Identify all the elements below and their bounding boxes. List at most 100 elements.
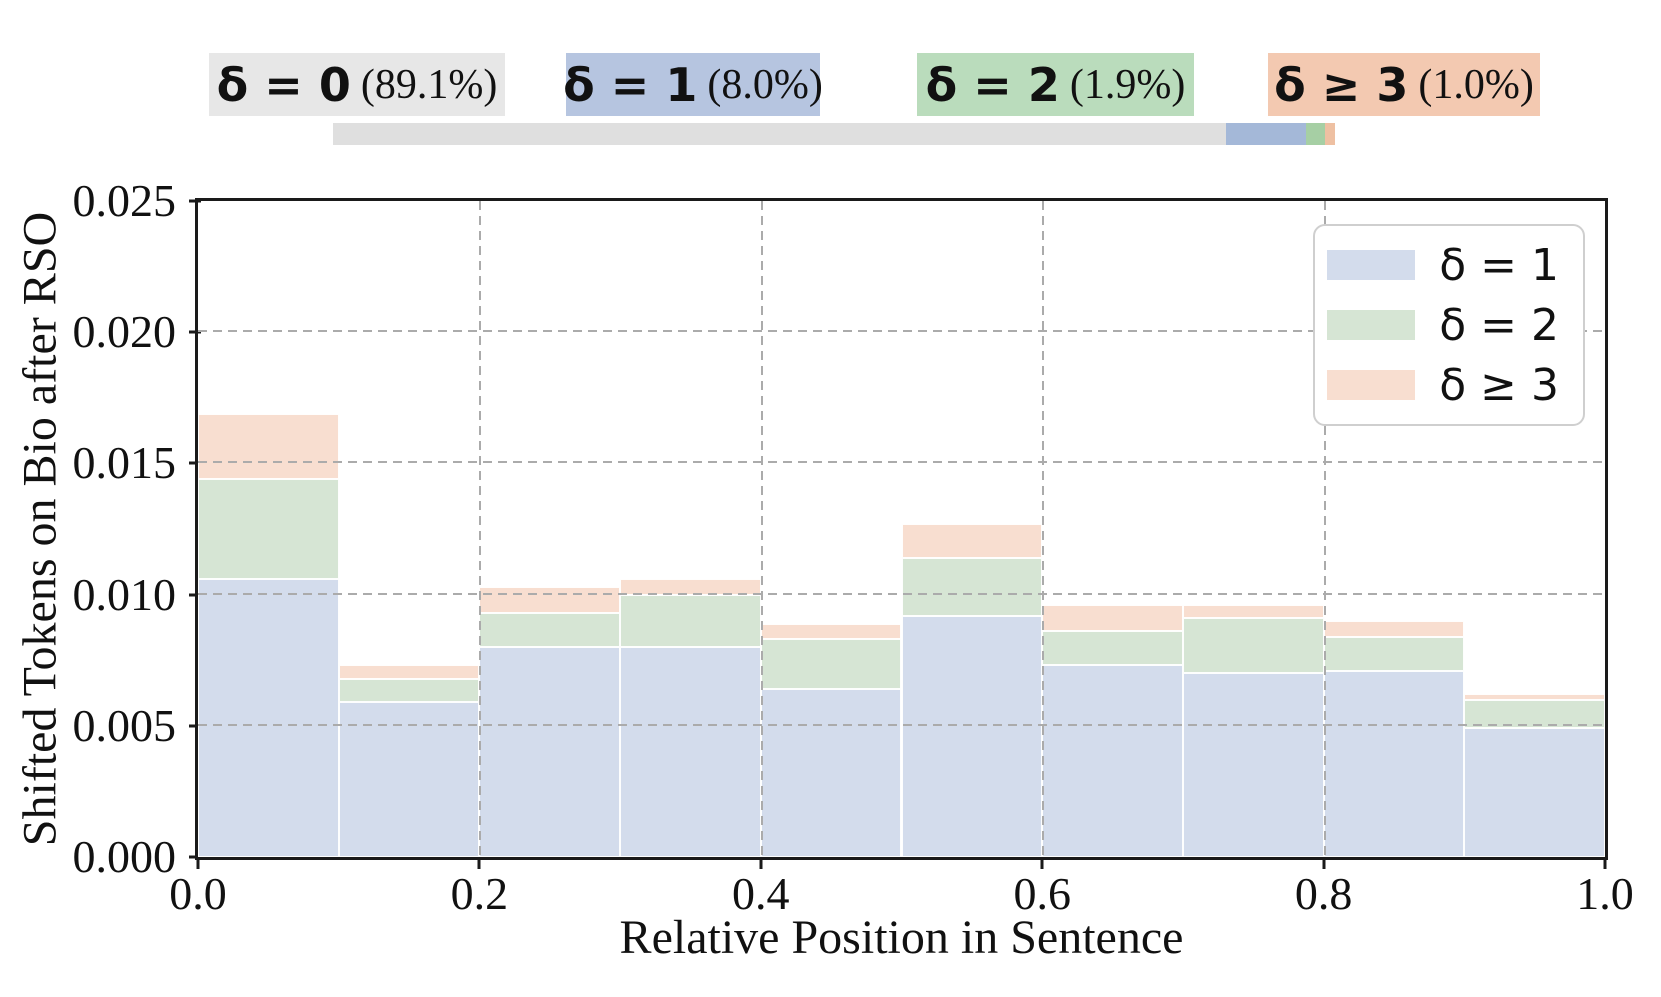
x-tick-mark <box>1603 857 1607 869</box>
bar-segment-delta1 <box>479 647 621 857</box>
legend-row: δ = 2 <box>1327 299 1559 351</box>
banner-chip: δ = 1 (8.0%) <box>563 53 823 116</box>
banner-chip-delta: δ = 0 <box>216 57 351 112</box>
gridline-horizontal <box>198 330 1605 333</box>
banner-chip-percent: (1.0%) <box>1418 61 1534 108</box>
x-tick-label: 0.8 <box>1294 868 1353 919</box>
x-tick-label: 0.0 <box>169 868 227 919</box>
bar-segment-delta3 <box>1182 605 1324 619</box>
x-tick-mark <box>1322 857 1326 869</box>
gridline-horizontal <box>198 592 1605 595</box>
gridline-vertical <box>479 201 482 857</box>
bar-segment-delta3 <box>198 413 339 480</box>
bar-segment-delta1 <box>620 647 761 857</box>
x-tick-label: 1.0 <box>1576 868 1634 919</box>
x-tick-mark <box>1040 857 1044 869</box>
bar-segment-delta1 <box>338 702 480 857</box>
bar-segment-delta3 <box>901 523 1043 558</box>
y-tick-label: 0.000 <box>72 831 177 882</box>
x-tick-mark <box>477 857 481 869</box>
bar-segment-delta1 <box>760 689 902 857</box>
bar-segment-delta3 <box>479 586 621 613</box>
banner-chip: δ = 0 (89.1%) <box>209 53 505 116</box>
bar-segment-delta3 <box>1042 605 1183 632</box>
x-tick-label: 0.2 <box>450 868 509 919</box>
bar-segment-delta3 <box>1323 620 1465 637</box>
x-tick-mark <box>759 857 763 869</box>
histogram-bar <box>1182 201 1324 857</box>
proportion-segment <box>1225 123 1306 145</box>
legend-label: δ ≥ 3 <box>1439 359 1559 411</box>
legend-swatch <box>1327 250 1416 280</box>
x-tick-mark <box>196 857 200 869</box>
histogram-bar <box>198 201 339 857</box>
y-axis-ticks: 0.000 0.005 0.010 0.015 0.020 0.025 <box>0 178 201 880</box>
banner-chip-delta: δ = 2 <box>925 57 1060 112</box>
x-axis-title: Relative Position in Sentence <box>619 911 1184 964</box>
y-tick-label: 0.010 <box>72 568 177 620</box>
y-tick-label: 0.015 <box>72 437 177 489</box>
y-tick-mark <box>189 593 201 597</box>
bar-segment-delta2 <box>1323 636 1465 671</box>
gridline-vertical <box>1042 201 1045 857</box>
bar-segment-delta1 <box>1323 670 1465 857</box>
bar-segment-delta2 <box>1042 631 1183 666</box>
y-tick-mark <box>189 855 201 859</box>
legend: δ = 1 δ = 2 δ ≥ 3 <box>1313 224 1585 426</box>
histogram-bar <box>620 201 761 857</box>
histogram-bar <box>901 201 1043 857</box>
bar-segment-delta2 <box>479 612 621 648</box>
histogram-bar <box>479 201 621 857</box>
bar-segment-delta2 <box>198 479 339 579</box>
banner-chip-percent: (1.9%) <box>1069 61 1186 108</box>
gridline-vertical <box>760 201 763 857</box>
bar-segment-delta2 <box>620 594 761 648</box>
histogram-bar <box>1464 201 1605 857</box>
proportion-segment <box>333 123 1226 145</box>
x-tick-label: 0.4 <box>732 868 790 919</box>
banner-chip-delta: δ = 1 <box>563 57 698 112</box>
bar-segment-delta2 <box>1464 699 1605 729</box>
histogram-bar <box>338 201 480 857</box>
gridline-vertical <box>1323 201 1326 857</box>
y-tick-label: 0.005 <box>72 699 177 751</box>
bar-segment-delta1 <box>1042 665 1183 857</box>
histogram-bar <box>760 201 902 857</box>
y-tick-mark <box>189 199 201 203</box>
y-tick-mark <box>189 330 201 334</box>
y-axis-title: Shifted Tokens on Bio after RSO <box>13 211 67 847</box>
bar-segment-delta2 <box>901 557 1043 616</box>
legend-row: δ ≥ 3 <box>1327 359 1559 411</box>
bar-segment-delta3 <box>1464 694 1605 700</box>
proportion-segment <box>1305 123 1325 145</box>
banner-chip-percent: (89.1%) <box>360 61 498 108</box>
histogram-bar <box>1042 201 1183 857</box>
bar-segment-delta2 <box>1182 618 1324 674</box>
legend-label: δ = 2 <box>1439 299 1559 351</box>
bar-segment-delta1 <box>198 578 339 857</box>
legend-label: δ = 1 <box>1439 239 1559 291</box>
y-tick-label: 0.025 <box>72 175 177 226</box>
delta-proportion-bar <box>333 123 1335 145</box>
y-tick-mark <box>189 724 201 728</box>
legend-row: δ = 1 <box>1327 239 1559 291</box>
gridline-horizontal <box>198 723 1605 726</box>
bar-segment-delta1 <box>1464 728 1605 857</box>
x-tick-label: 0.6 <box>1013 868 1071 919</box>
legend-swatch <box>1327 370 1416 400</box>
bar-segment-delta2 <box>760 639 902 690</box>
x-axis-ticks: 0.0 0.2 0.4 0.6 0.8 1.0 <box>169 857 1634 927</box>
gridline-horizontal <box>198 461 1605 464</box>
proportion-segment <box>1324 123 1335 145</box>
y-tick-label: 0.020 <box>72 306 177 358</box>
banner-chip-delta: δ ≥ 3 <box>1274 57 1409 112</box>
legend-swatch <box>1327 310 1416 340</box>
bar-segment-delta3 <box>760 623 902 640</box>
banner-chip: δ = 2 (1.9%) <box>917 53 1194 116</box>
bar-segment-delta3 <box>338 665 480 679</box>
banner-chip: δ ≥ 3 (1.0%) <box>1268 53 1540 116</box>
bar-segment-delta1 <box>901 615 1043 857</box>
y-tick-mark <box>189 461 201 465</box>
bar-segment-delta1 <box>1182 673 1324 857</box>
